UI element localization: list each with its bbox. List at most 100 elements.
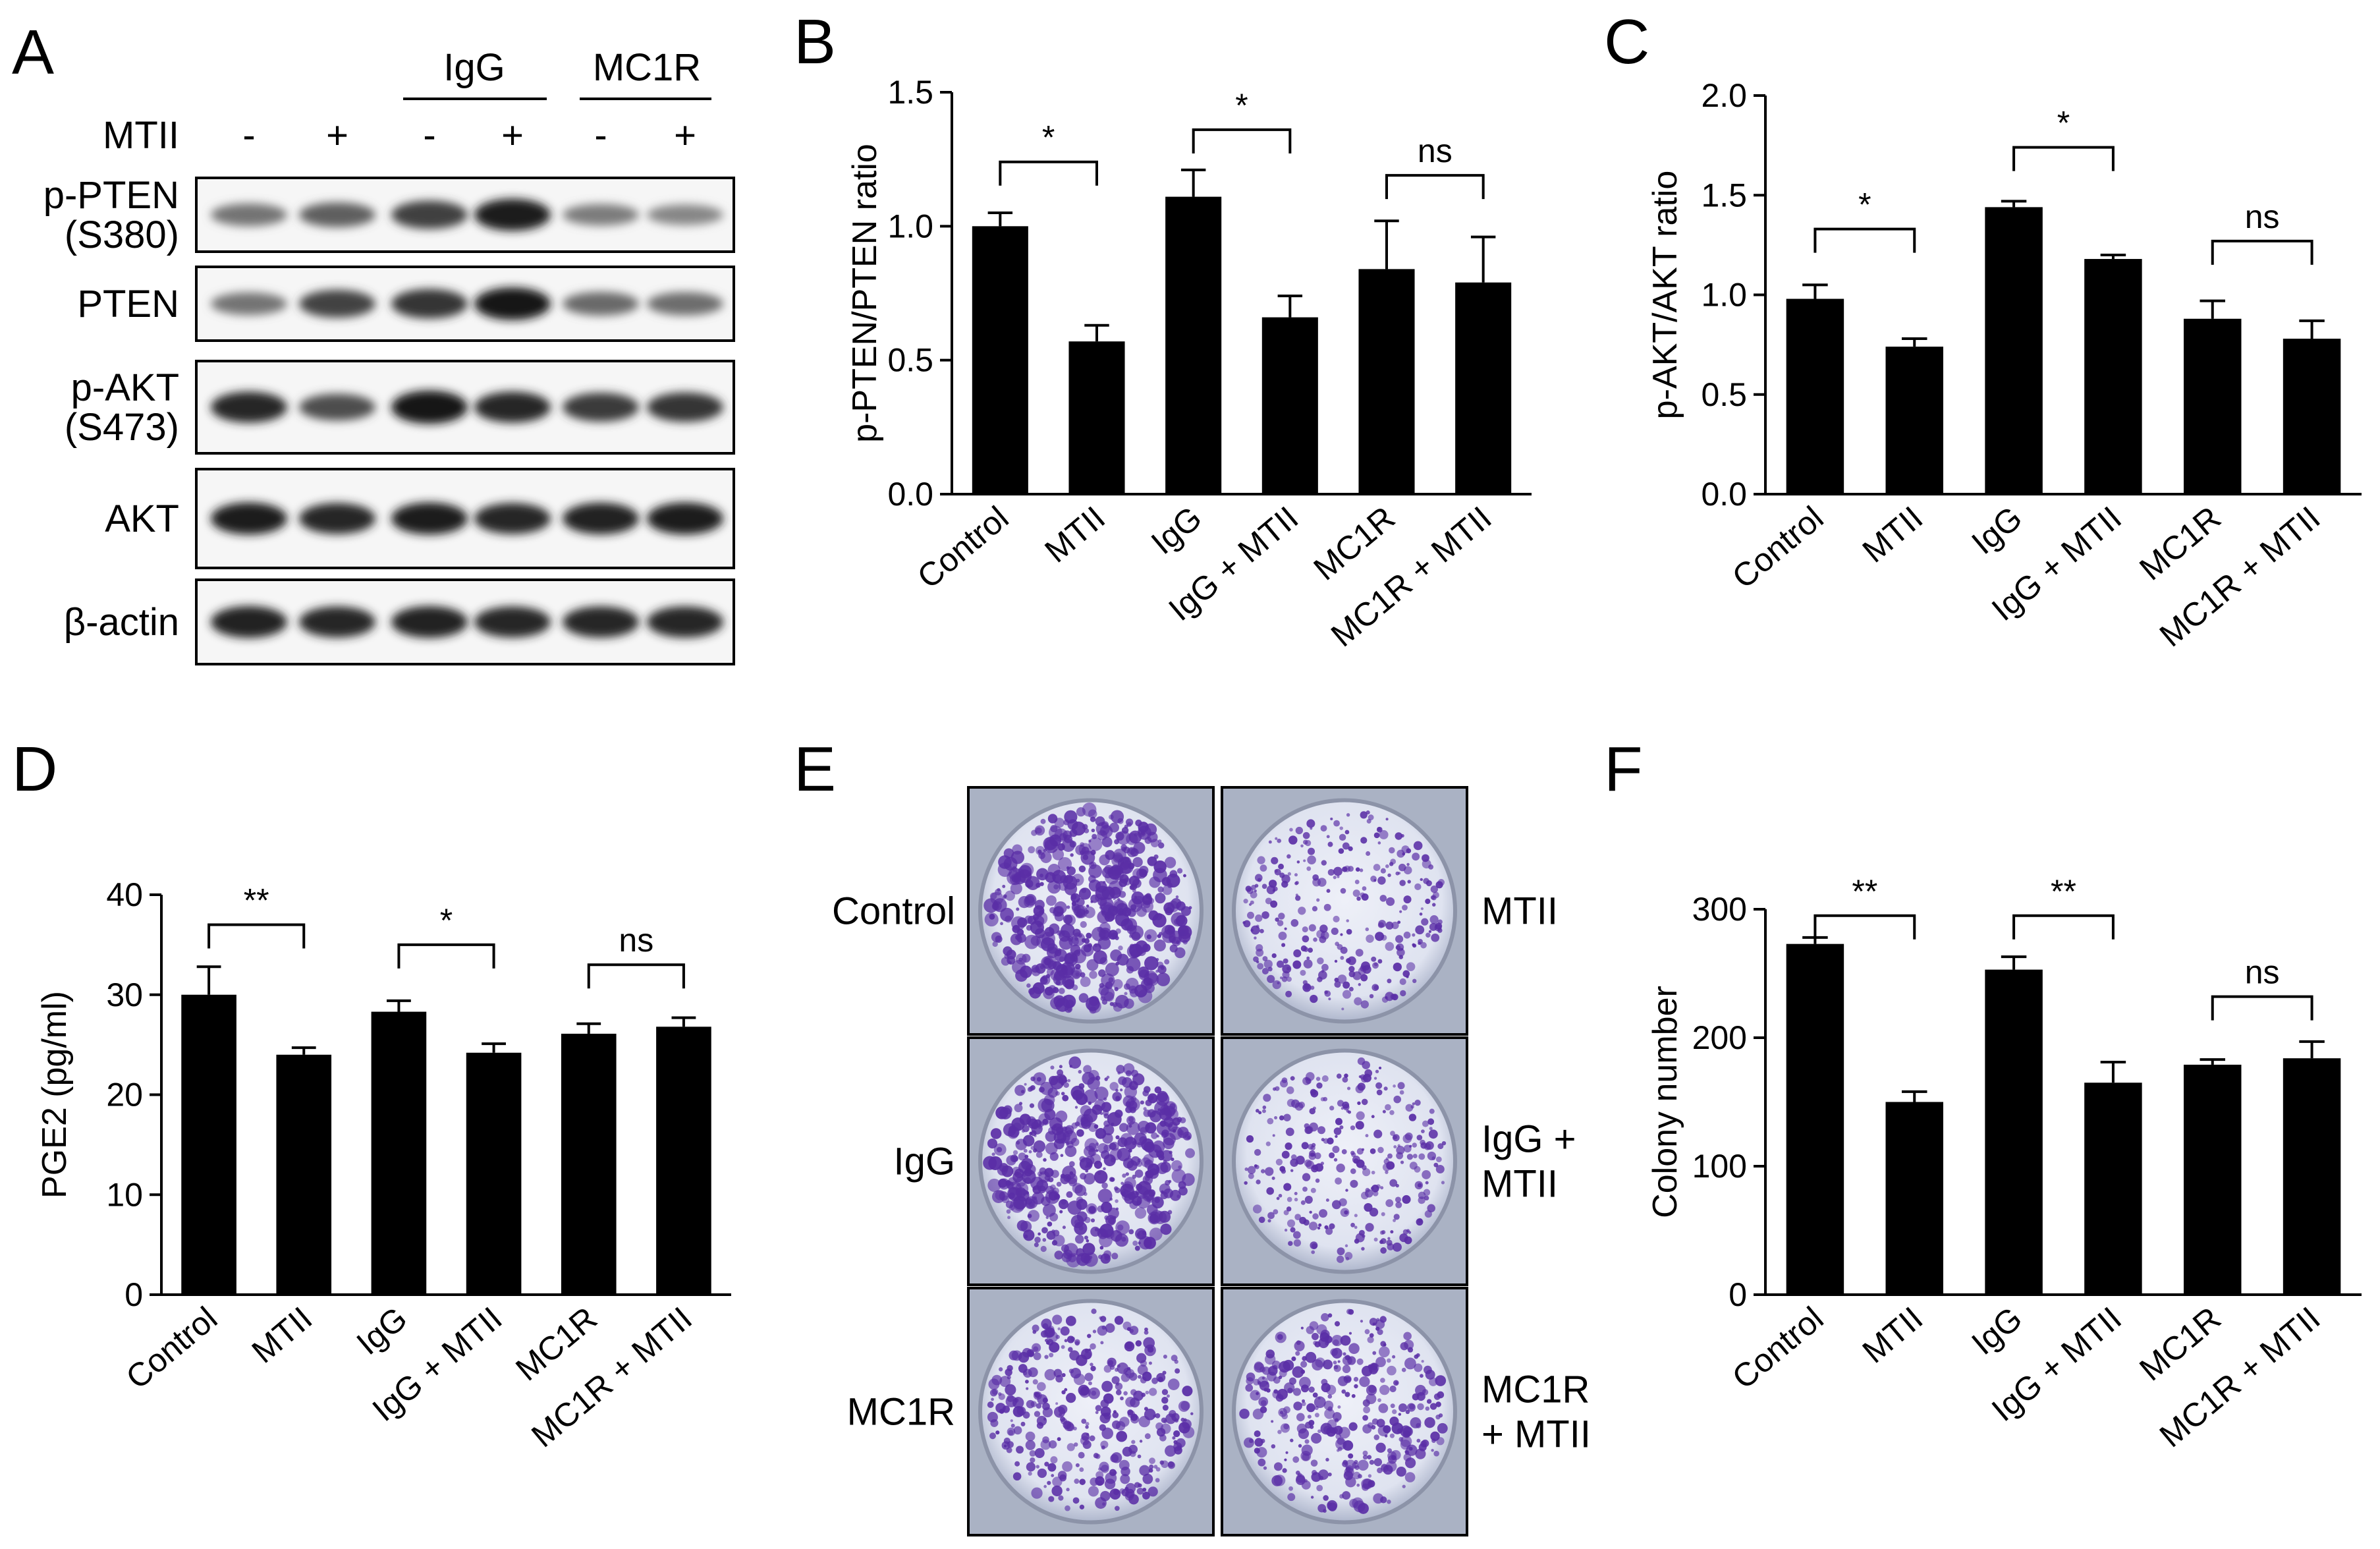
colony-dot [1312,1106,1316,1110]
colony-dot [1099,1245,1104,1250]
colony-dot [1266,1371,1277,1382]
colony-dot [1397,1082,1405,1090]
colony-dot [1342,981,1350,989]
colony-dot [1099,1316,1107,1322]
colony-dot [1263,1466,1267,1470]
colony-dot [1028,1201,1034,1208]
colony-dot [1426,1399,1432,1404]
colony-dot [1320,1162,1324,1166]
colony-dot [1024,1154,1029,1159]
bar [2184,1064,2242,1295]
colony-dot [1363,1406,1370,1414]
colony-dot [1429,1108,1435,1114]
colony-dot [1075,1463,1080,1467]
colony-dot [1408,1403,1415,1410]
colony-dot [1243,899,1248,904]
colony-dot [1062,1461,1073,1472]
colony-dot [1133,841,1146,854]
colony-dot [1339,1494,1344,1499]
colony-dot [1095,1128,1107,1139]
colony-dot [1340,887,1346,894]
colony-dot [1092,1330,1097,1334]
colony-dot [988,1156,1003,1170]
colony-dot [1395,871,1400,876]
colony-dot [1090,1365,1096,1372]
colony-dot [1336,1163,1345,1173]
colony-dot [1308,1419,1315,1426]
colony-dot [1306,819,1315,828]
colony-dot [1373,832,1380,839]
y-tick-label: 1.0 [887,208,933,244]
colony-dot [1175,947,1186,959]
blot-row: p-AKT(S473) [65,360,735,455]
colony-dot [1362,1415,1369,1421]
colony-dot [1369,1318,1377,1326]
colony-dot [1340,1335,1351,1346]
colony-dot [1147,978,1154,985]
colony-dot [1424,1417,1435,1428]
colony-dot [1324,1408,1335,1419]
colony-dot [1045,895,1057,906]
colony-dot [1044,1461,1049,1467]
blot-row: AKT [105,468,735,569]
colony-dot [1043,1158,1047,1162]
colony-dot [1144,1433,1151,1440]
colony-dot [1300,1326,1304,1330]
colony-dot [1327,1137,1334,1145]
colony-dot [1356,1483,1360,1487]
colony-dot [1310,985,1315,990]
colony-dot [1067,1007,1072,1012]
colony-dot [1095,1149,1099,1152]
colony-dot [1079,1156,1086,1163]
colony-dot [1104,1215,1109,1220]
colony-dot [1023,1148,1028,1153]
colony-dot [1296,1423,1307,1434]
colony-dot [1055,998,1070,1012]
colony-dot [1441,1141,1447,1146]
colony-dot [1354,1465,1360,1471]
colony-dot [1293,1401,1302,1411]
colony-dot [1117,1362,1129,1374]
colony-dot [1024,1177,1032,1185]
colony-dot [1151,1132,1158,1139]
colony-dot [1143,1107,1147,1111]
colony-dot [1115,909,1122,916]
colony-dot [1288,835,1298,845]
colony-dot [1103,1167,1106,1171]
colony-dot [1342,1352,1346,1356]
colony-dot [1398,1413,1402,1416]
colony-dot [1331,1200,1341,1210]
colony-dot [1144,982,1155,994]
colony-dot [1067,1200,1082,1215]
colony-dot [1027,1351,1034,1357]
colony-dot [1373,1434,1380,1440]
colony-dot [1156,972,1171,986]
colony-dot [1389,862,1394,866]
colony-dot [1362,886,1367,891]
colony-dot [1298,907,1306,915]
colony-dot [1161,1417,1167,1423]
colony-dot [1329,1152,1335,1159]
colony-dot [1420,1374,1424,1378]
bar [181,994,236,1295]
colony-dot [1348,1422,1358,1431]
colony-dot [1356,1159,1365,1168]
colony-dot [1417,1183,1422,1188]
bar [2084,1083,2142,1295]
colony-dot [1109,814,1114,820]
colony-dot [1273,1087,1277,1091]
colony-dot [1392,1355,1396,1359]
colony-dot [1048,1191,1059,1201]
colony-dot [1362,1454,1368,1460]
colony-dot [1155,958,1159,961]
colony-dot [1134,1245,1140,1251]
colony-dot [1054,828,1068,842]
chart-b: 0.0 0.5 1.0 1.5p-PTEN/PTEN ratio Control MTII… [846,74,1532,654]
colony-dot [1115,936,1119,940]
colony-dot [1385,897,1395,906]
colony-dot [1256,1179,1261,1185]
colony-dot [1412,1154,1418,1158]
colony-dot [1157,1376,1163,1382]
colony-dot [1070,1214,1084,1228]
colony-dot [1013,1199,1026,1212]
